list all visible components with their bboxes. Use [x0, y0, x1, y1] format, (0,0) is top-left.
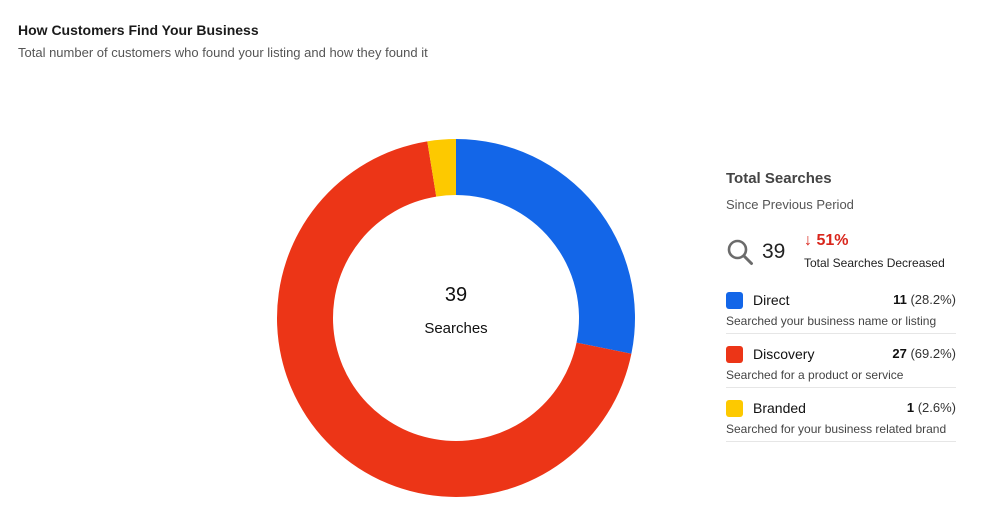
legend-percent-branded: (2.6%): [914, 400, 956, 415]
legend-description-branded: Searched for your business related brand: [726, 422, 947, 436]
total-row: 39 ↓ 51% Total Searches Decreased: [726, 230, 956, 274]
donut-center-value: 39: [444, 284, 468, 306]
legend-percent-direct: (28.2%): [906, 292, 956, 307]
legend-value-direct: 11 (28.2%): [893, 292, 956, 307]
change-indicator: ↓ 51%: [804, 232, 848, 250]
donut-slice-branded[interactable]: [427, 139, 456, 197]
change-label: Total Searches Decreased: [804, 256, 945, 270]
chart-header: How Customers Find Your Business Total n…: [18, 22, 428, 60]
legend-percent-discovery: (69.2%): [906, 346, 956, 361]
legend-value-branded: 1 (2.6%): [907, 400, 956, 415]
chart-subtitle: Total number of customers who found your…: [18, 45, 428, 60]
legend-count-discovery: 27: [892, 346, 907, 361]
donut-slice-direct[interactable]: [456, 139, 635, 354]
chart-title: How Customers Find Your Business: [18, 22, 259, 38]
summary-panel: Total Searches Since Previous Period 39 …: [726, 170, 956, 442]
legend-swatch-direct: [726, 292, 743, 309]
legend-item-branded[interactable]: Branded 1 (2.6%) Searched for your busines…: [726, 388, 956, 442]
legend-description-direct: Searched your business name or listing: [726, 314, 937, 328]
legend-swatch-discovery: [726, 346, 743, 363]
legend-item-discovery[interactable]: Discovery 27 (69.2%) Searched for a produc…: [726, 334, 956, 388]
donut-slice-discovery[interactable]: [277, 141, 632, 498]
donut-center-label: Searches: [424, 320, 488, 337]
total-searches-value: 39: [762, 240, 786, 263]
donut-chart: [277, 139, 635, 498]
legend-label-discovery: Discovery: [753, 346, 815, 362]
change-percent: 51%: [816, 232, 849, 249]
arrow-down-icon: ↓: [804, 232, 812, 249]
summary-subtitle: Since Previous Period: [726, 197, 854, 212]
legend-value-discovery: 27 (69.2%): [892, 346, 956, 361]
legend-swatch-branded: [726, 400, 743, 417]
legend-item-direct[interactable]: Direct 11 (28.2%) Searched your business n…: [726, 280, 956, 334]
legend-label-branded: Branded: [753, 400, 806, 416]
summary-title: Total Searches: [726, 170, 832, 187]
legend-description-discovery: Searched for a product or service: [726, 368, 904, 382]
legend-count-branded: 1: [906, 400, 915, 415]
legend-label-direct: Direct: [753, 292, 790, 308]
legend: Direct 11 (28.2%) Searched your business n…: [726, 280, 956, 442]
search-icon: [727, 239, 753, 265]
legend-count-direct: 11: [893, 292, 907, 307]
